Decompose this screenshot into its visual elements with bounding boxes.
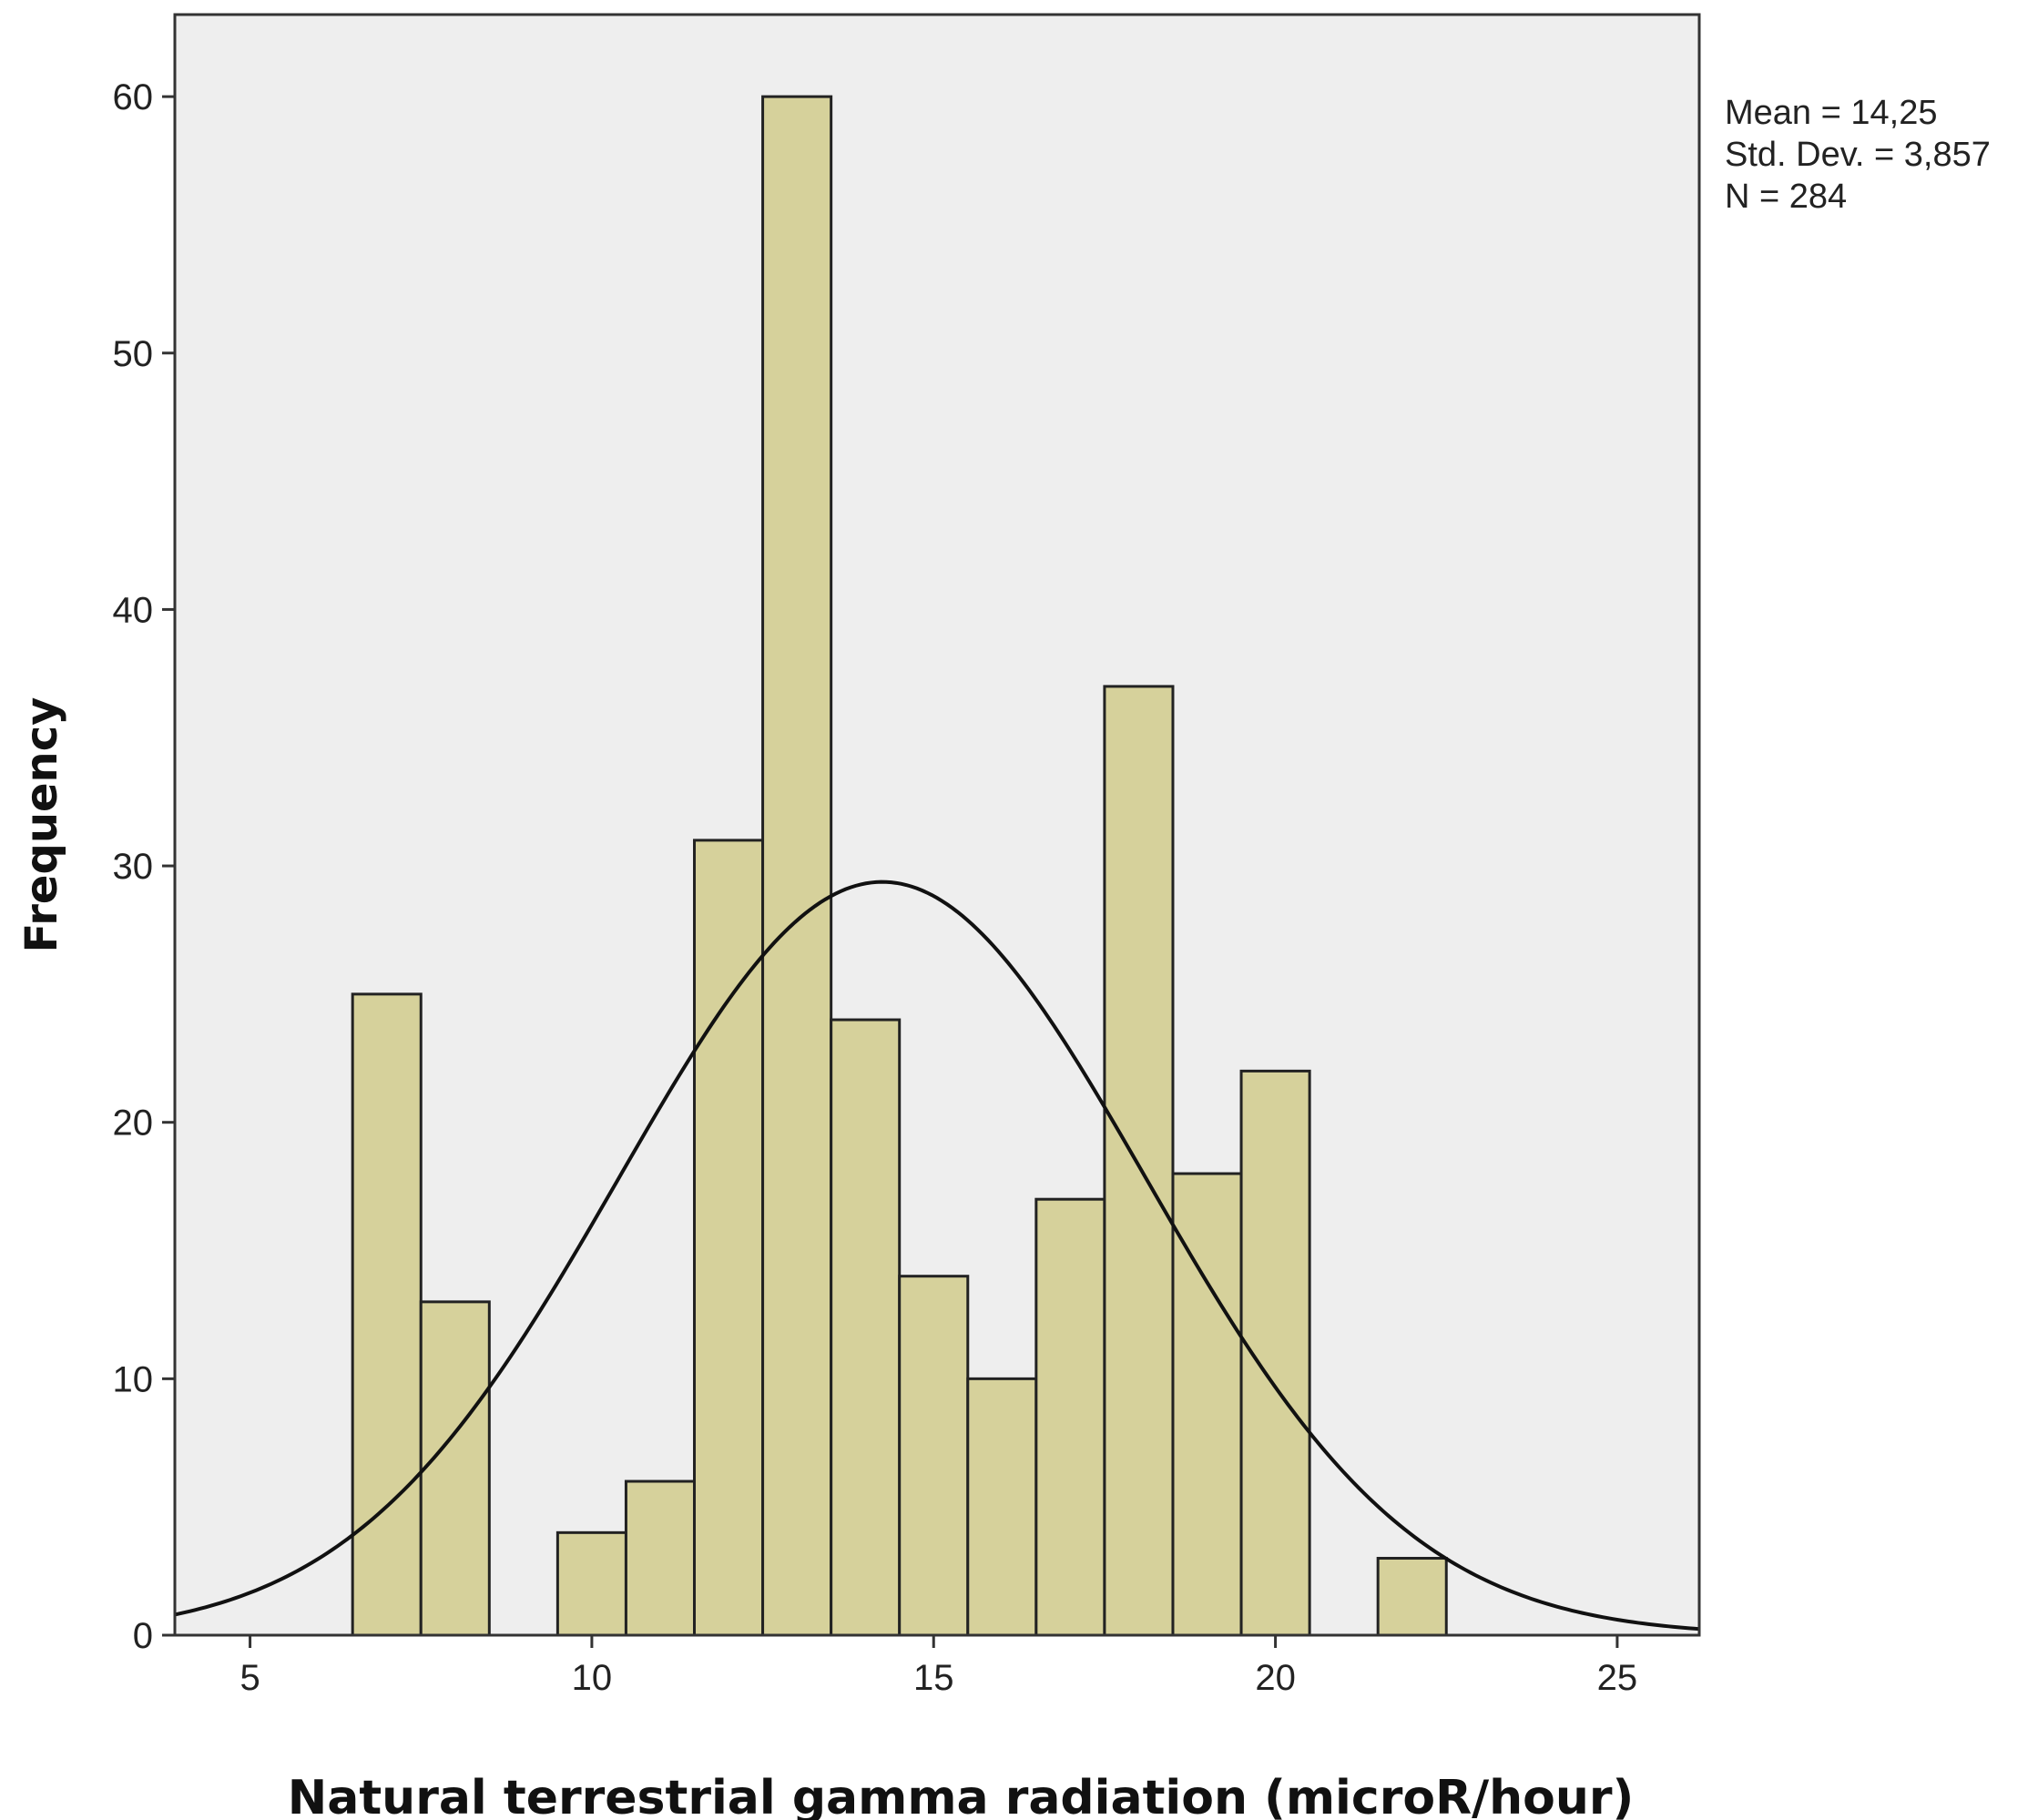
x-tick-label: 5 <box>239 1658 260 1698</box>
statistic-line: N = 284 <box>1725 178 1847 216</box>
x-axis: 5 10 15 20 25 <box>239 1635 1637 1698</box>
statistic-line: Std. Dev. = 3,857 <box>1725 136 1991 174</box>
x-tick-label: 25 <box>1597 1658 1638 1698</box>
bars-group <box>351 95 1448 1637</box>
statistics-legend: Mean = 14,25 Std. Dev. = 3,857 N = 284 <box>1725 94 1991 216</box>
y-tick-label: 20 <box>113 1103 154 1144</box>
histogram-bar <box>555 1530 627 1637</box>
histogram-bar <box>351 992 423 1637</box>
y-tick-label: 50 <box>113 334 154 374</box>
histogram-bar <box>1103 685 1175 1637</box>
y-axis-title: Frequency <box>16 697 67 953</box>
histogram-bar <box>693 839 765 1637</box>
histogram-bar <box>1171 1172 1243 1637</box>
y-tick-label: 10 <box>113 1359 154 1399</box>
histogram-bar <box>1034 1197 1106 1637</box>
histogram-bar <box>761 95 833 1637</box>
y-tick-label: 60 <box>113 77 154 117</box>
y-tick-label: 30 <box>113 847 154 887</box>
x-tick-label: 15 <box>913 1658 954 1698</box>
plot-frame <box>173 13 1701 1637</box>
histogram-bar <box>419 1300 491 1637</box>
histogram-bar <box>624 1479 697 1637</box>
normal-distribution-curve <box>174 879 1700 1632</box>
x-tick-label: 10 <box>572 1658 613 1698</box>
y-axis: 0 10 20 30 40 50 60 <box>113 77 175 1656</box>
y-tick-label: 40 <box>113 590 154 630</box>
statistic-line: Mean = 14,25 <box>1725 94 1937 132</box>
histogram-bar <box>830 1018 902 1637</box>
y-tick-label: 0 <box>133 1616 153 1656</box>
histogram-bar <box>1376 1557 1448 1637</box>
x-axis-title: Natural terrestrial gamma radiation (mic… <box>288 1771 1635 1820</box>
histogram-bar <box>898 1275 970 1637</box>
histogram-bar <box>966 1377 1038 1637</box>
x-tick-label: 20 <box>1255 1658 1296 1698</box>
